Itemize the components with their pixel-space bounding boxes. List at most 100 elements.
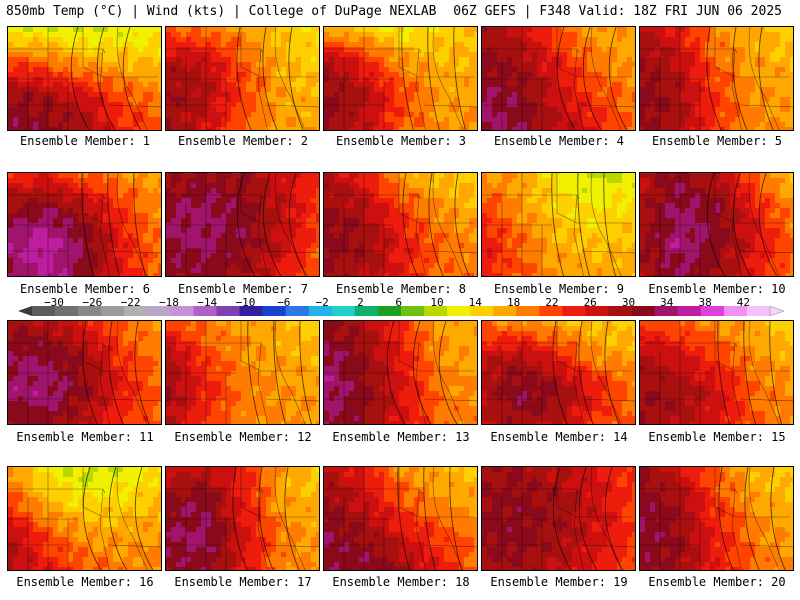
colorbar-tick-label: 18 xyxy=(506,296,521,309)
boundary-lines xyxy=(166,27,319,130)
height-contours xyxy=(402,173,470,276)
boundary-lines xyxy=(482,467,635,570)
boundary-lines xyxy=(640,321,793,424)
height-contours xyxy=(236,27,304,130)
colorbar-swatch xyxy=(101,306,125,316)
colorbar-swatch xyxy=(285,306,310,316)
ensemble-member-label: Ensemble Member: 4 xyxy=(493,134,625,148)
ensemble-member-label: Ensemble Member: 11 xyxy=(16,430,154,444)
ensemble-map-panel xyxy=(639,466,794,571)
ensemble-member-label: Ensemble Member: 13 xyxy=(332,430,470,444)
colorbar-swatch xyxy=(447,306,471,316)
height-contours xyxy=(232,467,300,570)
colorbar-swatch xyxy=(516,306,540,316)
height-contours xyxy=(706,173,778,276)
colorbar-swatch xyxy=(562,306,586,316)
colorbar-swatch xyxy=(424,306,448,316)
temperature-colorbar xyxy=(18,306,784,316)
temperature-field xyxy=(324,27,477,130)
colorbar-tick-label: 2 xyxy=(357,296,364,309)
ensemble-map-panel xyxy=(481,466,636,571)
boundary-lines xyxy=(640,173,793,276)
boundary-lines xyxy=(482,173,635,276)
colorbar-swatch xyxy=(723,306,748,316)
ensemble-map-panel xyxy=(165,320,320,425)
ensemble-map-panel xyxy=(7,172,162,277)
colorbar-tick-label: 10 xyxy=(430,296,444,309)
colorbar-swatch xyxy=(585,306,610,316)
ensemble-map-panel xyxy=(165,466,320,571)
height-contours xyxy=(552,467,624,570)
temperature-field xyxy=(166,173,319,276)
height-contours xyxy=(717,321,782,424)
temperature-field xyxy=(640,27,793,130)
colorbar-tick-label: −6 xyxy=(277,296,291,309)
boundary-lines xyxy=(166,467,319,570)
ensemble-map-panel xyxy=(7,320,162,425)
colorbar-swatch xyxy=(55,306,79,316)
colorbar-swatch xyxy=(354,306,379,316)
colorbar-swatch xyxy=(331,306,356,316)
ensemble-member-label: Ensemble Member: 9 xyxy=(493,282,625,296)
temperature-field xyxy=(324,173,477,276)
valid-time-label: 06Z GEFS | F348 Valid: 18Z FRI JUN 06 20… xyxy=(453,4,782,19)
colorbar-tick-label: 30 xyxy=(621,296,636,309)
colorbar-swatch xyxy=(654,306,679,316)
colorbar-swatch xyxy=(631,306,656,316)
colorbar-swatch xyxy=(677,306,702,316)
ensemble-member-label: Ensemble Member: 16 xyxy=(16,575,154,589)
temperature-field xyxy=(324,321,477,424)
boundary-lines xyxy=(166,321,319,424)
height-contours xyxy=(81,173,146,276)
height-contours xyxy=(82,467,154,570)
boundary-lines xyxy=(324,173,477,276)
ensemble-map-panel xyxy=(481,320,636,425)
temperature-field xyxy=(324,467,477,570)
height-contours xyxy=(401,27,466,130)
ensemble-member-label: Ensemble Member: 2 xyxy=(177,134,309,148)
colorbar-tick-label: 14 xyxy=(468,296,482,309)
height-contours xyxy=(551,173,616,276)
boundary-lines xyxy=(8,321,161,424)
ensemble-map-panel xyxy=(165,172,320,277)
colorbar-swatch xyxy=(539,306,563,316)
colorbar-tick-label: 38 xyxy=(698,296,712,309)
temperature-field xyxy=(640,173,793,276)
height-contours xyxy=(82,321,150,424)
temperature-field xyxy=(8,27,161,130)
ensemble-map-panel xyxy=(7,26,162,131)
ensemble-map-panel xyxy=(481,26,636,131)
ensemble-map-panel xyxy=(639,172,794,277)
ensemble-member-label: Ensemble Member: 20 xyxy=(648,575,786,589)
height-contours xyxy=(706,27,774,130)
ensemble-member-label: Ensemble Member: 3 xyxy=(335,134,467,148)
temperature-field xyxy=(482,173,635,276)
boundary-lines xyxy=(324,27,477,130)
ensemble-member-label: Ensemble Member: 18 xyxy=(332,575,470,589)
height-contours xyxy=(236,173,308,276)
ensemble-member-label: Ensemble Member: 5 xyxy=(651,134,783,148)
colorbar-swatch xyxy=(239,306,264,316)
ensemble-map-panel xyxy=(323,26,478,131)
ensemble-map-panel xyxy=(323,172,478,277)
colorbar-tick-label: −22 xyxy=(120,296,141,309)
temperature-field xyxy=(482,27,635,130)
colorbar-swatch xyxy=(746,306,771,316)
temperature-field xyxy=(8,467,161,570)
colorbar-swatch xyxy=(216,306,241,316)
colorbar-swatch xyxy=(308,306,333,316)
height-contours xyxy=(70,27,142,130)
colorbar-swatch xyxy=(147,306,171,316)
ensemble-member-label: Ensemble Member: 7 xyxy=(177,282,309,296)
ensemble-member-label: Ensemble Member: 6 xyxy=(19,282,151,296)
boundary-lines xyxy=(640,27,793,130)
ensemble-member-label: Ensemble Member: 12 xyxy=(174,430,312,444)
boundary-lines xyxy=(8,27,161,130)
colorbar-tick-label: 34 xyxy=(660,296,674,309)
colorbar-tick-label: −14 xyxy=(197,296,218,309)
height-contours xyxy=(386,321,458,424)
colorbar-tick-label: 6 xyxy=(395,296,402,309)
colorbar-tick-label: −18 xyxy=(158,296,179,309)
colorbar-swatch xyxy=(700,306,725,316)
boundary-lines xyxy=(8,173,161,276)
